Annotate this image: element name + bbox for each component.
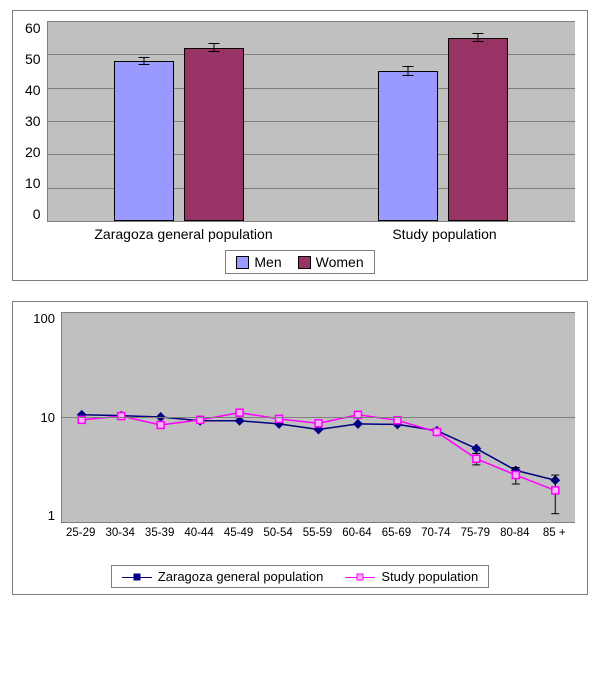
legend-item-zaragoza: Zaragoza general population bbox=[122, 569, 324, 584]
line-x-label: 50-54 bbox=[263, 527, 292, 539]
men-swatch-icon bbox=[236, 256, 249, 269]
bar-group-label: Zaragoza general population bbox=[53, 226, 314, 242]
diamond-marker-icon bbox=[471, 444, 481, 454]
bar-chart-y-axis: 60 50 40 30 20 10 0 bbox=[25, 21, 47, 221]
bar-y-tick: 50 bbox=[25, 52, 41, 66]
page: 6050403020100 Zaragoza general populatio… bbox=[0, 0, 600, 700]
line-x-label: 85 + bbox=[543, 527, 566, 539]
legend-item-study: Study population bbox=[345, 569, 478, 584]
line-x-label: 80-84 bbox=[500, 527, 529, 539]
legend-label-zaragoza: Zaragoza general population bbox=[158, 569, 324, 584]
bar-y-tick: 60 bbox=[25, 21, 41, 35]
bar-chart-legend: Men Women bbox=[225, 250, 374, 274]
diamond-marker-icon bbox=[353, 419, 363, 429]
line-x-label: 30-34 bbox=[105, 527, 134, 539]
legend-label-women: Women bbox=[316, 254, 364, 270]
square-marker-icon bbox=[236, 409, 243, 416]
line-chart-plot bbox=[61, 312, 575, 523]
line-x-label: 45-49 bbox=[224, 527, 253, 539]
bar-men bbox=[378, 71, 438, 221]
bar-y-tick: 20 bbox=[25, 145, 41, 159]
bar-y-tick: 30 bbox=[25, 114, 41, 128]
bar-chart-plot bbox=[47, 21, 575, 222]
line-chart-legend: Zaragoza general population Study popula… bbox=[111, 565, 489, 588]
line-x-label: 65-69 bbox=[382, 527, 411, 539]
square-marker-icon bbox=[315, 420, 322, 427]
bar-men bbox=[114, 61, 174, 221]
study-line-sample-icon bbox=[345, 571, 375, 583]
line-chart-plot-area: 100 10 1 bbox=[25, 312, 575, 523]
line-y-tick: 1 bbox=[48, 509, 55, 522]
line-x-label: 35-39 bbox=[145, 527, 174, 539]
line-y-tick: 10 bbox=[41, 411, 55, 424]
line-x-label: 75-79 bbox=[461, 527, 490, 539]
bar-y-tick: 40 bbox=[25, 83, 41, 97]
bar-y-tick: 0 bbox=[33, 207, 41, 221]
square-marker-icon bbox=[552, 487, 559, 494]
legend-label-study: Study population bbox=[381, 569, 478, 584]
bar-y-tick: 10 bbox=[25, 176, 41, 190]
square-marker-icon bbox=[473, 455, 480, 462]
line-chart-y-axis: 100 10 1 bbox=[25, 312, 61, 522]
line-x-label: 25-29 bbox=[66, 527, 95, 539]
legend-label-men: Men bbox=[254, 254, 281, 270]
bar-group-label: Study population bbox=[314, 226, 575, 242]
legend-item-men: Men bbox=[236, 254, 281, 270]
line-x-label: 60-64 bbox=[342, 527, 371, 539]
line-x-label: 40-44 bbox=[184, 527, 213, 539]
zaragoza-line-sample-icon bbox=[122, 571, 152, 583]
square-marker-icon bbox=[512, 472, 519, 479]
bar-chart-plot-area: 60 50 40 30 20 10 0 bbox=[25, 21, 575, 222]
bar-chart: 60 50 40 30 20 10 0 Zaragoza general populatio… bbox=[12, 10, 588, 281]
line-chart: 100 10 1 25-29 30-34 35-39 40-44 45-49 50-54 55-… bbox=[12, 301, 588, 595]
women-swatch-icon bbox=[298, 256, 311, 269]
line-x-label: 55-59 bbox=[303, 527, 332, 539]
bar-women bbox=[448, 38, 508, 221]
line-chart-x-labels: 25-29 30-34 35-39 40-44 45-49 50-54 55-59 60-64… bbox=[25, 527, 575, 543]
line-x-label: 70-74 bbox=[421, 527, 450, 539]
square-marker-icon bbox=[433, 428, 440, 435]
square-marker-icon bbox=[157, 421, 164, 428]
bar-chart-x-labels: Zaragoza general populationStudy populat… bbox=[25, 226, 575, 242]
line-y-tick: 100 bbox=[33, 312, 55, 325]
legend-item-women: Women bbox=[298, 254, 364, 270]
bar-women bbox=[184, 48, 244, 221]
